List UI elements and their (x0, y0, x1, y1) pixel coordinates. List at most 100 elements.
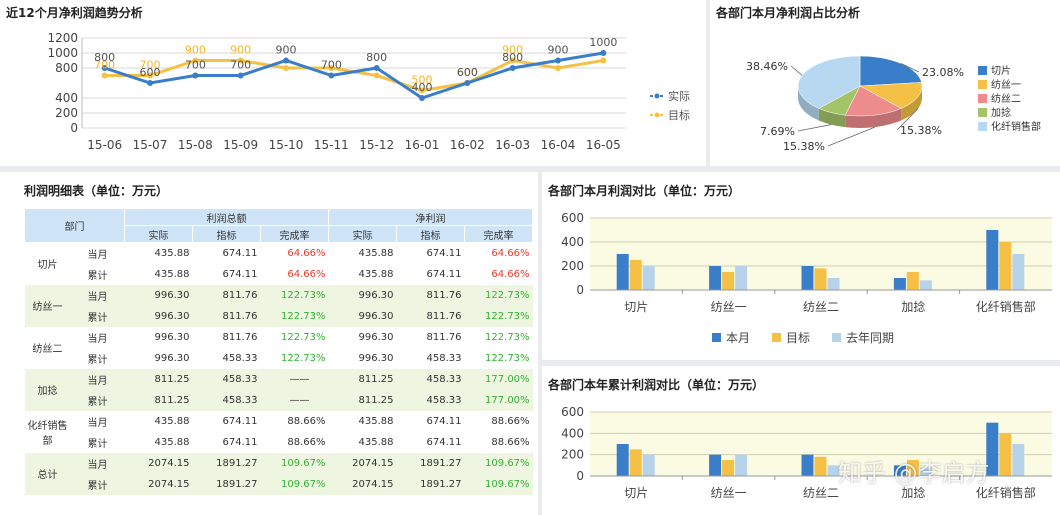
value-cell: 674.11 (222, 247, 258, 259)
value-cell: 64.66% (287, 268, 326, 280)
pie-leader-line (790, 65, 803, 76)
target-data-label: 600 (457, 66, 478, 79)
bar-目标[interactable] (629, 449, 642, 476)
value-cell: 811.76 (396, 284, 465, 306)
bar-xtick-label: 加捻 (901, 486, 925, 500)
trend-ytick-label: 400 (55, 91, 78, 105)
bar-xtick-label: 切片 (624, 300, 648, 314)
subheader-actual: 实际 (328, 225, 398, 243)
bar-去年同期[interactable] (919, 280, 932, 290)
value-cell: —— (260, 368, 329, 390)
trend-ytick-label: 1000 (47, 46, 78, 60)
trend-xtick-label: 16-03 (495, 138, 530, 152)
actual-data-label: 800 (94, 51, 115, 64)
actual-point (101, 65, 108, 71)
trend-panel: 近12个月净利润趋势分析 0 200 400 800 1000 1200 15-06 15-0… (0, 0, 706, 166)
value-cell: 458.33 (396, 368, 465, 390)
bar-本月[interactable] (986, 230, 999, 290)
value-cell: 674.11 (426, 247, 462, 259)
target-point (555, 65, 561, 71)
bar-legend-label[interactable]: 本月 (726, 331, 750, 345)
bar-目标[interactable] (629, 260, 642, 290)
bar-本月[interactable] (801, 266, 814, 290)
pie-slice-纺丝二[interactable] (844, 85, 902, 117)
actual-point (464, 80, 471, 86)
bar-去年同期[interactable] (1012, 254, 1025, 290)
value-cell: 122.73% (260, 305, 329, 327)
actual-data-label: 900 (276, 44, 297, 57)
value-cell: 2074.15 (328, 473, 397, 495)
pie-data-label: 15.38% (783, 140, 825, 153)
bar-xtick-label: 化纤销售部 (976, 299, 1036, 314)
bar-本月[interactable] (801, 454, 814, 476)
bar-本月[interactable] (709, 454, 722, 476)
dept-cell: 化纤销售部 (27, 420, 68, 447)
bar-本月[interactable] (893, 278, 906, 290)
bar-本月[interactable] (986, 422, 999, 476)
pie-legend-label[interactable]: 纺丝一 (991, 78, 1021, 91)
pie-legend-swatch (978, 80, 987, 89)
pie-title: 各部门本月净利润占比分析 (716, 6, 861, 20)
subheader-rate: 完成率 (464, 225, 534, 243)
trend-xtick-label: 16-05 (586, 138, 621, 152)
pie-leader-line (900, 63, 920, 73)
period-cell: 累计 (70, 305, 125, 327)
trend-xtick-label: 15-08 (178, 138, 213, 152)
bar-legend-label[interactable]: 去年同期 (846, 331, 894, 345)
bar-去年同期[interactable] (827, 278, 840, 290)
trend-legend[interactable]: 实际 目标 (650, 89, 690, 122)
bar-目标[interactable] (906, 460, 919, 476)
pie-legend-swatch (978, 66, 987, 75)
value-cell: 435.88 (358, 436, 394, 448)
bar-去年同期[interactable] (827, 465, 840, 476)
value-cell: 996.30 (124, 284, 193, 306)
bar-目标[interactable] (906, 272, 919, 290)
value-cell: 458.33 (222, 352, 258, 364)
target-point (600, 57, 607, 64)
bar-目标[interactable] (999, 433, 1012, 476)
bar-去年同期[interactable] (919, 467, 932, 476)
period-cell: 累计 (87, 270, 108, 282)
value-cell: 996.30 (154, 352, 190, 364)
bar-ytick-label: 400 (561, 426, 584, 440)
pie-legend-label[interactable]: 切片 (991, 64, 1011, 77)
bar-本月[interactable] (616, 254, 629, 290)
pie-legend-label[interactable]: 化纤销售部 (991, 120, 1041, 133)
period-cell: 当月 (87, 333, 108, 345)
bar-去年同期[interactable] (1012, 444, 1025, 476)
pie-legend-label[interactable]: 加捻 (991, 106, 1011, 119)
target-point (419, 87, 425, 94)
target-data-label: 500 (412, 74, 433, 87)
bar-去年同期[interactable] (735, 266, 748, 290)
pie-slice-化纤销售部[interactable] (797, 55, 861, 109)
value-cell: 122.73% (260, 284, 329, 306)
pie-legend-label[interactable]: 纺丝二 (991, 92, 1021, 105)
actual-data-label: 700 (230, 59, 251, 72)
target-point (237, 57, 244, 64)
actual-data-label: 900 (548, 44, 569, 57)
bar-去年同期[interactable] (642, 266, 655, 290)
value-cell: 811.25 (328, 389, 397, 411)
bar-目标[interactable] (814, 456, 827, 476)
trend-xtick-label: 16-01 (405, 138, 440, 152)
bar-目标[interactable] (814, 268, 827, 290)
bar-本月[interactable] (616, 444, 629, 476)
actual-data-label: 400 (412, 81, 433, 94)
value-cell: 88.66% (287, 436, 326, 448)
bar-本月[interactable] (709, 266, 722, 290)
target-point (373, 72, 380, 79)
bar-去年同期[interactable] (735, 454, 748, 476)
bar-legend-label[interactable]: 目标 (786, 331, 810, 345)
value-cell: 811.76 (222, 331, 258, 343)
value-cell: 458.33 (396, 389, 465, 411)
bar-目标[interactable] (722, 460, 735, 476)
pie-slice-切片[interactable] (859, 55, 922, 87)
bar-目标[interactable] (999, 242, 1012, 290)
bar-本月[interactable] (893, 465, 906, 476)
bar-目标[interactable] (722, 272, 735, 290)
pie-slice-纺丝一[interactable] (859, 82, 923, 109)
table-row: 累计 996.30 811.76 122.73% 996.30 811.76 122.73% (25, 305, 533, 327)
bar-去年同期[interactable] (642, 454, 655, 476)
bar-xtick-label: 纺丝二 (803, 486, 839, 500)
